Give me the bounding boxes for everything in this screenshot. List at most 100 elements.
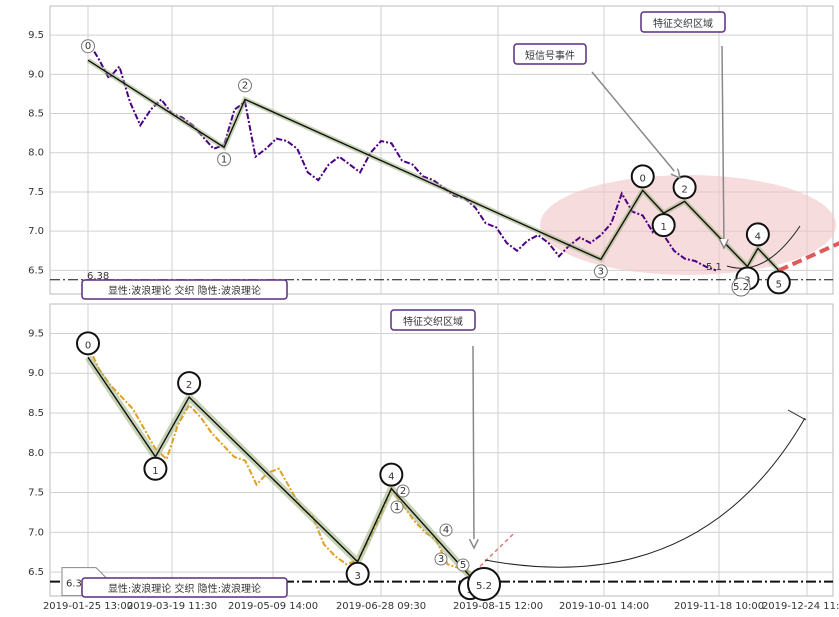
wave-marker-label: 4	[443, 525, 449, 536]
wave-marker-label: 5.2	[476, 581, 492, 592]
y-tick-label: 8.0	[28, 148, 44, 159]
wave-marker-label: 3	[354, 571, 360, 582]
wave-marker	[630, 164, 655, 189]
wave-marker-label: 3	[598, 266, 604, 277]
wave-marker-label: 1	[221, 154, 227, 165]
x-tick-label: 2019-05-09 14:00	[228, 601, 318, 612]
wave-marker	[439, 523, 453, 537]
x-tick-label: 2019-11-18 10:00	[674, 601, 764, 612]
wave-marker	[651, 213, 676, 238]
wave-marker	[434, 552, 448, 566]
bottom-wave-markers: 012345123455.2	[76, 331, 501, 601]
wave-marker	[467, 567, 501, 601]
y-tick-label: 6.5	[28, 265, 44, 276]
wave-marker	[217, 152, 232, 167]
wave-marker	[345, 561, 370, 586]
wave-marker	[396, 484, 410, 498]
wave-marker	[593, 264, 608, 279]
wave-marker	[238, 78, 252, 93]
top-wave-lines	[86, 58, 839, 273]
wave-marker	[76, 331, 100, 356]
x-tick-label: 2019-10-01 14:00	[559, 601, 649, 612]
wave-marker	[731, 277, 751, 297]
support-label: 6.38	[87, 271, 109, 282]
wave-marker-label: 0	[85, 340, 91, 351]
y-tick-label: 9.5	[28, 328, 44, 339]
wave-marker-label: 2	[681, 184, 687, 195]
wave-marker-label: 1	[660, 222, 666, 233]
wave-sub-label: 5.1	[706, 262, 722, 273]
y-tick-label: 9.0	[28, 368, 44, 379]
y-tick-label: 7.0	[28, 226, 44, 237]
y-tick-label: 9.0	[28, 69, 44, 80]
footer-label-box	[81, 577, 288, 598]
feature-region-label-box	[390, 309, 476, 331]
wave-marker-label: 1	[394, 502, 400, 513]
y-tick-label: 7.0	[28, 527, 44, 538]
footer-label: 显性:波浪理论 交织 隐性:波浪理论	[108, 582, 261, 595]
y-tick-label: 8.5	[28, 408, 44, 419]
y-tick-label: 6.5	[28, 567, 44, 578]
short-signal-label-box	[513, 43, 587, 65]
wave-marker-label: 5	[460, 560, 466, 571]
price-line	[87, 344, 471, 574]
wave-marker-label: 5	[776, 279, 782, 290]
wave-marker	[81, 39, 95, 54]
x-tick-label: 2019-06-28 09:30	[336, 601, 426, 612]
wave-marker	[143, 456, 168, 481]
x-tick-label: 2019-08-15 12:00	[453, 601, 543, 612]
projection-arc	[726, 225, 801, 269]
y-tick-label: 8.0	[28, 448, 44, 459]
x-tick-label: 2019-01-25 13:00	[43, 601, 133, 612]
wave-marker-label: 1	[152, 466, 158, 477]
wave-marker-label: 3	[438, 554, 444, 565]
wave-marker-label: 2	[186, 380, 192, 391]
y-tick-label: 7.5	[28, 488, 44, 499]
wave-marker	[745, 222, 770, 247]
wave-line	[87, 356, 471, 577]
y-tick-label: 9.5	[28, 30, 44, 41]
wave-marker	[390, 500, 404, 514]
y-tick-label: 8.5	[28, 109, 44, 120]
feature-region-label-box	[640, 11, 726, 33]
projection-line	[777, 241, 839, 273]
wave-marker-label: 5.2	[733, 282, 749, 293]
wave-marker	[177, 371, 202, 396]
wave-marker-label: 2	[242, 80, 248, 91]
wave-marker	[456, 558, 470, 572]
feature-region-label: 特征交织区域	[403, 315, 463, 328]
x-tick-label: 2019-12-24 11:00	[762, 601, 839, 612]
y-tick-label: 7.5	[28, 187, 44, 198]
wave-marker-label: 2	[400, 486, 406, 497]
footer-label: 显性:波浪理论 交织 隐性:波浪理论	[108, 284, 261, 297]
top-panel: 9.59.08.58.07.57.06.5 6.38 01230123455.1…	[28, 5, 839, 300]
wave-marker-label: 4	[755, 231, 761, 242]
feature-region-label: 特征交织区域	[653, 17, 713, 30]
x-tick-label: 2019-03-19 11:30	[127, 601, 217, 612]
projection-arc-cap	[787, 409, 807, 421]
wave-marker-label: 4	[388, 472, 394, 483]
wave-marker	[379, 462, 404, 487]
feature-region-arrow	[473, 345, 474, 548]
bottom-price-series	[87, 344, 471, 574]
top-y-ticks: 9.5 9.0 8.5 8.0 7.5 7.0 6.5	[28, 30, 44, 276]
short-signal-label: 短信号事件	[525, 49, 575, 62]
wave-marker	[766, 270, 791, 295]
bottom-panel: 9.59.08.58.07.57.06.5 6.38 012345123455.…	[28, 303, 834, 601]
support-label: 6.38	[66, 579, 88, 590]
projection-arc	[484, 417, 806, 568]
wave-marker-label: 0	[85, 41, 91, 52]
bottom-wave-lines	[85, 355, 807, 579]
wave-marker-label: 0	[640, 173, 646, 184]
bottom-y-ticks: 9.5 9.0 8.5 8.0 7.5 7.0 6.5	[28, 328, 44, 578]
short-signal-arrow	[591, 71, 680, 178]
top-wave-markers: 01230123455.15.2	[81, 39, 791, 297]
wave-marker	[672, 175, 697, 200]
feature-region-arrow	[722, 45, 724, 248]
footer-label-box	[81, 279, 288, 300]
wave-line	[87, 59, 780, 271]
